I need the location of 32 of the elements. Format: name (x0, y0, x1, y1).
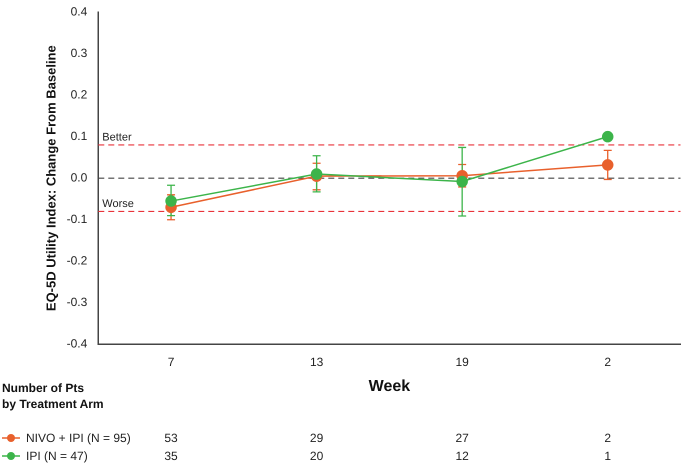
y-tick-label: 0.3 (70, 46, 88, 60)
legend-label: IPI (N = 47) (26, 449, 88, 463)
text: 1 (603, 448, 612, 464)
text: 35 (163, 448, 179, 464)
y-axis-title: EQ-5D Utility Index: Change From Baseline (43, 45, 58, 312)
y-tick-label: -0.3 (66, 295, 88, 310)
y-tick-label: -0.2 (66, 254, 88, 268)
point (456, 176, 468, 188)
text: 53 (163, 430, 179, 446)
x-tick-label: 13 (310, 354, 324, 369)
y-tick-label: 0.4 (70, 4, 88, 18)
y-tick-label: -0.4 (66, 336, 88, 351)
y-tick-label: -0.1 (66, 212, 88, 226)
x-tick-label: 19 (455, 354, 470, 369)
x-axis-title: Week (368, 378, 410, 395)
x-tick-label: 2 (604, 354, 612, 369)
text: 29 (308, 430, 324, 446)
point (602, 159, 614, 171)
text: 27 (454, 430, 470, 446)
text: 20 (308, 448, 324, 464)
ref-line-label: Worse (102, 198, 134, 210)
y-tick-label: 0.2 (70, 87, 88, 102)
ref-line-label: Better (102, 131, 132, 144)
text: 12 (454, 448, 470, 464)
legend-title: Number of Pts by Treatment Arm (2, 380, 104, 412)
point (602, 130, 614, 142)
text: 2 (603, 430, 612, 446)
y-tick-label: 0.1 (70, 128, 88, 143)
point (165, 195, 177, 207)
y-tick-label: 0.0 (70, 170, 88, 185)
x-tick-label: 7 (168, 354, 175, 369)
legend-label: NIVO + IPI (N = 95) (26, 431, 131, 445)
